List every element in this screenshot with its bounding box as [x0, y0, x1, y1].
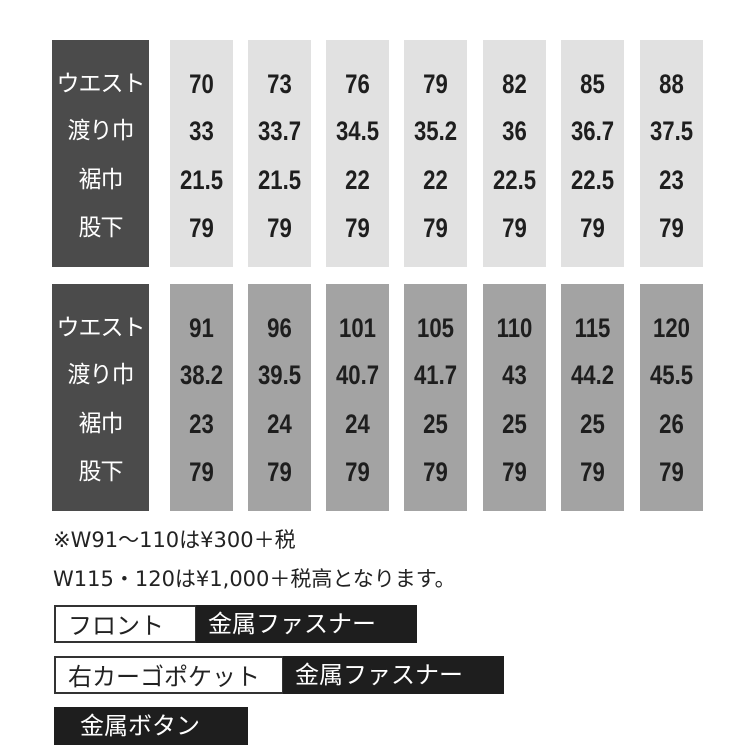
spec-label-cargo-pocket: 右カーゴポケット [54, 656, 284, 694]
size-value: 82 [502, 69, 527, 99]
size-table-regular: ウエスト渡り巾裾巾股下 70 33 21.5 79 73 33.7 21.5 79 76 34.5 2… [0, 40, 750, 267]
size-column: 70 33 21.5 79 [170, 40, 233, 267]
size-value: 70 [189, 69, 214, 99]
size-column: 79 35.2 22 79 [404, 40, 467, 267]
size-value: 79 [580, 213, 605, 243]
size-value: 43 [502, 360, 527, 390]
size-value: 79 [423, 69, 448, 99]
row-label: 渡り巾 [67, 362, 135, 388]
size-value: 79 [189, 457, 214, 487]
size-value: 38.2 [179, 360, 224, 390]
size-value: 120 [653, 313, 690, 343]
size-value: 79 [345, 213, 370, 243]
price-note-1: ※W91～110は¥300＋税 [53, 528, 296, 552]
size-value: 76 [345, 69, 370, 99]
size-value: 79 [659, 213, 684, 243]
size-value: 88 [659, 69, 684, 99]
row-label: 裾巾 [78, 411, 124, 437]
spec-value-cargo-pocket: 金属ファスナー [283, 656, 504, 694]
size-value: 79 [423, 213, 448, 243]
size-value: 36 [502, 116, 527, 146]
size-column: 91 38.2 23 79 [170, 284, 233, 511]
row-label: ウエスト [56, 315, 146, 341]
size-value: 25 [580, 409, 605, 439]
row-label: 渡り巾 [67, 118, 135, 144]
size-value: 79 [189, 213, 214, 243]
spec-value-front: 金属ファスナー [196, 605, 417, 643]
price-note-2: W115・120は¥1,000＋税高となります。 [53, 567, 456, 591]
size-value: 101 [339, 313, 376, 343]
size-value: 23 [659, 165, 684, 195]
spec-metal-button: 金属ボタン [54, 707, 248, 745]
size-value: 79 [502, 457, 527, 487]
size-column: 101 40.7 24 79 [326, 284, 389, 511]
size-value: 79 [502, 213, 527, 243]
row-header-column: ウエスト渡り巾裾巾股下 [52, 40, 149, 267]
size-value: 73 [267, 69, 292, 99]
row-label: ウエスト [56, 71, 146, 97]
size-value: 45.5 [649, 360, 694, 390]
size-value: 33.7 [257, 116, 302, 146]
size-value: 22 [345, 165, 370, 195]
size-value: 22.5 [492, 165, 537, 195]
size-value: 36.7 [570, 116, 615, 146]
size-value: 35.2 [413, 116, 458, 146]
size-value: 105 [417, 313, 454, 343]
size-value: 33 [189, 116, 214, 146]
row-label: 股下 [78, 215, 124, 241]
size-value: 96 [267, 313, 292, 343]
size-value: 24 [345, 409, 370, 439]
size-value: 25 [502, 409, 527, 439]
row-header-column: ウエスト渡り巾裾巾股下 [52, 284, 149, 511]
size-value: 91 [189, 313, 214, 343]
size-column: 88 37.5 23 79 [640, 40, 703, 267]
size-value: 79 [345, 457, 370, 487]
size-value: 40.7 [335, 360, 380, 390]
size-value: 79 [580, 457, 605, 487]
size-column: 96 39.5 24 79 [248, 284, 311, 511]
size-value: 22 [423, 165, 448, 195]
size-value: 21.5 [179, 165, 224, 195]
size-value: 79 [267, 213, 292, 243]
size-table-large: ウエスト渡り巾裾巾股下 91 38.2 23 79 96 39.5 24 79 101 40.7 24… [0, 284, 750, 511]
size-column: 76 34.5 22 79 [326, 40, 389, 267]
size-value: 21.5 [257, 165, 302, 195]
size-value: 26 [659, 409, 684, 439]
spec-label-front: フロント [54, 605, 197, 643]
size-column: 105 41.7 25 79 [404, 284, 467, 511]
size-value: 110 [496, 313, 533, 343]
size-value: 37.5 [649, 116, 694, 146]
size-value: 85 [580, 69, 605, 99]
size-column: 120 45.5 26 79 [640, 284, 703, 511]
size-value: 41.7 [413, 360, 458, 390]
size-value: 24 [267, 409, 292, 439]
size-value: 79 [423, 457, 448, 487]
size-value: 39.5 [257, 360, 302, 390]
size-value: 25 [423, 409, 448, 439]
size-value: 115 [574, 313, 611, 343]
size-value: 23 [189, 409, 214, 439]
size-value: 79 [267, 457, 292, 487]
size-value: 79 [659, 457, 684, 487]
size-column: 115 44.2 25 79 [561, 284, 624, 511]
row-label: 股下 [78, 459, 124, 485]
size-value: 22.5 [570, 165, 615, 195]
size-value: 34.5 [335, 116, 380, 146]
size-column: 82 36 22.5 79 [483, 40, 546, 267]
size-column: 110 43 25 79 [483, 284, 546, 511]
size-column: 85 36.7 22.5 79 [561, 40, 624, 267]
size-value: 44.2 [570, 360, 615, 390]
row-label: 裾巾 [78, 167, 124, 193]
size-column: 73 33.7 21.5 79 [248, 40, 311, 267]
